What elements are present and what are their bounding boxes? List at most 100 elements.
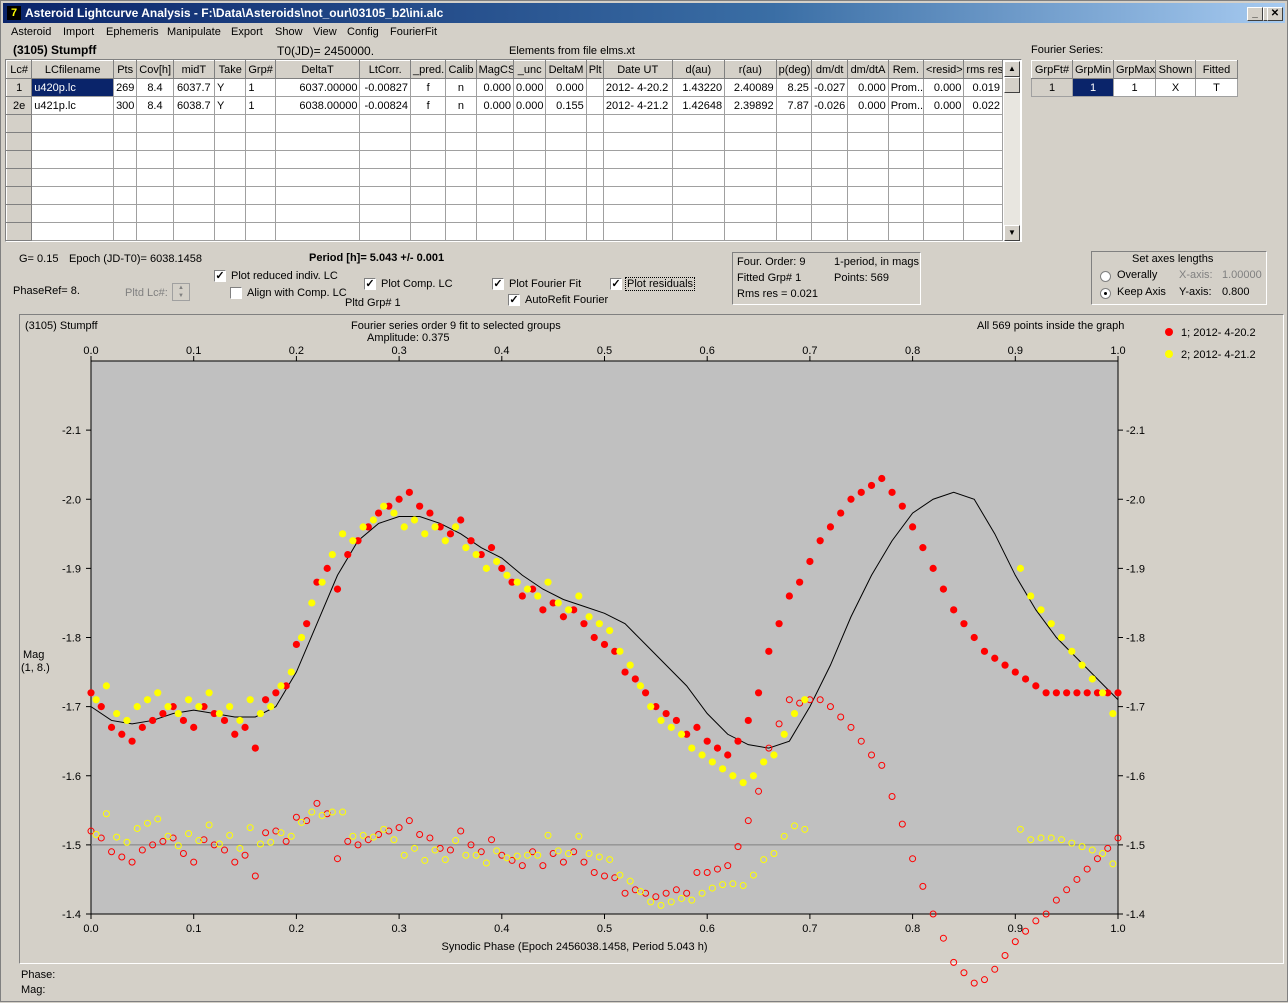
table-cell[interactable]: 6037.00000 (274, 78, 361, 97)
table-cell[interactable]: 2012- 4-21.2 (602, 96, 673, 115)
empty-cell[interactable] (136, 222, 174, 241)
lc-filename-cell[interactable]: u420p.lc (31, 78, 115, 97)
lc-col-header[interactable]: Take (214, 60, 247, 79)
empty-cell[interactable] (245, 222, 276, 241)
fourier-col-header[interactable]: GrpMax (1113, 60, 1156, 79)
table-row[interactable] (5, 114, 1003, 133)
empty-cell[interactable] (5, 222, 33, 241)
plot-comp-checkbox[interactable]: ✓ (364, 278, 376, 290)
residual-point (970, 979, 978, 987)
table-cell[interactable]: 1.43220 (671, 78, 726, 97)
lc-col-header[interactable]: Calib (445, 60, 477, 79)
pltd-lc-spinner[interactable]: ▲ ▼ (172, 283, 190, 301)
table-cell[interactable]: 2.40089 (724, 78, 777, 97)
fourier-col-header[interactable]: GrpFt# (1031, 60, 1073, 79)
table-cell[interactable]: 0.022 (963, 96, 1003, 115)
table-cell[interactable]: 7.87 (775, 96, 812, 115)
plot-fourier-checkbox[interactable]: ✓ (492, 278, 504, 290)
table-cell[interactable]: -0.00824 (359, 96, 411, 115)
empty-cell[interactable] (810, 222, 849, 241)
menu-config[interactable]: Config (347, 26, 379, 38)
empty-cell[interactable] (602, 222, 673, 241)
scroll-down-icon[interactable]: ▼ (1004, 225, 1020, 241)
fourier-cell[interactable]: T (1195, 78, 1238, 97)
lc-col-header[interactable]: _pred. (409, 60, 447, 79)
empty-cell[interactable] (5, 114, 33, 133)
table-row[interactable] (5, 222, 1003, 241)
menu-view[interactable]: View (313, 26, 337, 38)
menu-manipulate[interactable]: Manipulate (167, 26, 221, 38)
align-checkbox[interactable] (230, 287, 242, 299)
empty-cell[interactable] (5, 132, 33, 151)
menu-ephemeris[interactable]: Ephemeris (106, 26, 159, 38)
lc-col-header[interactable]: dm/dt (810, 60, 849, 79)
empty-cell[interactable] (274, 222, 361, 241)
lc-col-header[interactable]: LtCorr. (359, 60, 411, 79)
lc-col-header[interactable]: d(au) (671, 60, 726, 79)
table-cell[interactable]: 0.000 (475, 96, 515, 115)
lc-col-header[interactable]: Rem. (887, 60, 925, 79)
table-cell[interactable]: Prom... (887, 78, 925, 97)
fourier-cell[interactable]: 1 (1113, 78, 1156, 97)
table-cell[interactable]: 0.000 (545, 78, 587, 97)
data-point (523, 585, 532, 593)
xaxis-value[interactable]: 1.00000 (1222, 269, 1262, 281)
empty-cell[interactable] (214, 222, 247, 241)
table-cell[interactable]: 2e (5, 96, 33, 115)
table-row[interactable]: 1 u420p.lc 269 8.4 6037.7 Y 1 6037.00000 -0.0082… (5, 78, 1003, 97)
menu-export[interactable]: Export (231, 26, 263, 38)
table-cell[interactable]: 2.39892 (724, 96, 777, 115)
empty-cell[interactable] (475, 222, 515, 241)
minimize-button[interactable]: _ (1247, 7, 1263, 21)
table-cell[interactable]: -0.026 (810, 96, 849, 115)
table-cell[interactable]: 8.4 (136, 96, 174, 115)
empty-cell[interactable] (923, 222, 965, 241)
menu-import[interactable]: Import (63, 26, 95, 38)
table-cell[interactable]: Prom... (887, 96, 925, 115)
residual-point (1093, 855, 1101, 863)
fourier-col-header[interactable]: Fitted (1195, 60, 1238, 79)
lc-col-header[interactable]: <resid> (923, 60, 965, 79)
menu-show[interactable]: Show (275, 26, 303, 38)
close-button[interactable]: ✕ (1267, 7, 1283, 21)
scroll-thumb[interactable] (1004, 77, 1020, 93)
empty-cell[interactable] (585, 222, 604, 241)
table-cell[interactable]: 0.000 (475, 78, 515, 97)
empty-cell[interactable] (5, 204, 33, 223)
fourier-cell[interactable]: 1 (1072, 78, 1114, 97)
plot-residuals-checkbox[interactable]: ✓ (610, 278, 622, 290)
lc-col-header[interactable]: p(deg) (775, 60, 812, 79)
empty-cell[interactable] (963, 222, 1003, 241)
keep-axis-radio[interactable] (1100, 288, 1111, 299)
yaxis-value[interactable]: 0.800 (1222, 286, 1250, 298)
autorefit-checkbox[interactable]: ✓ (508, 294, 520, 306)
x-tick-label-top: 0.4 (494, 345, 509, 357)
menu-asteroid[interactable]: Asteroid (11, 26, 52, 38)
table-cell[interactable]: -0.00827 (359, 78, 411, 97)
lc-table-scrollbar[interactable]: ▲ ▼ (1004, 61, 1020, 241)
plot-reduced-checkbox[interactable]: ✓ (214, 270, 226, 282)
lc-col-header[interactable]: dm/dtA (847, 60, 889, 79)
lc-col-header[interactable]: Cov[h] (136, 60, 174, 79)
table-cell[interactable]: 8.25 (775, 78, 812, 97)
x-tick-label-top: 0.2 (289, 345, 304, 357)
menu-fourierfit[interactable]: FourierFit (390, 26, 438, 38)
table-row[interactable] (5, 150, 1003, 169)
table-cell[interactable]: 0.000 (847, 78, 889, 97)
lc-col-header[interactable]: DeltaT (274, 60, 361, 79)
overall-radio[interactable] (1100, 271, 1111, 282)
lc-col-header[interactable]: LCfilename (31, 60, 115, 79)
lc-col-header[interactable]: Grp# (245, 60, 276, 79)
table-cell[interactable]: 6038.7 (172, 96, 216, 115)
empty-cell[interactable] (887, 222, 925, 241)
fourier-cell[interactable]: 1 (1031, 78, 1073, 97)
table-cell[interactable]: 300 (113, 96, 138, 115)
lc-col-header[interactable]: MagCS (475, 60, 515, 79)
empty-cell[interactable] (671, 222, 726, 241)
scroll-up-icon[interactable]: ▲ (1004, 61, 1020, 77)
lc-col-header[interactable]: Plt (585, 60, 604, 79)
empty-cell[interactable] (5, 150, 33, 169)
table-row[interactable] (5, 204, 1003, 223)
